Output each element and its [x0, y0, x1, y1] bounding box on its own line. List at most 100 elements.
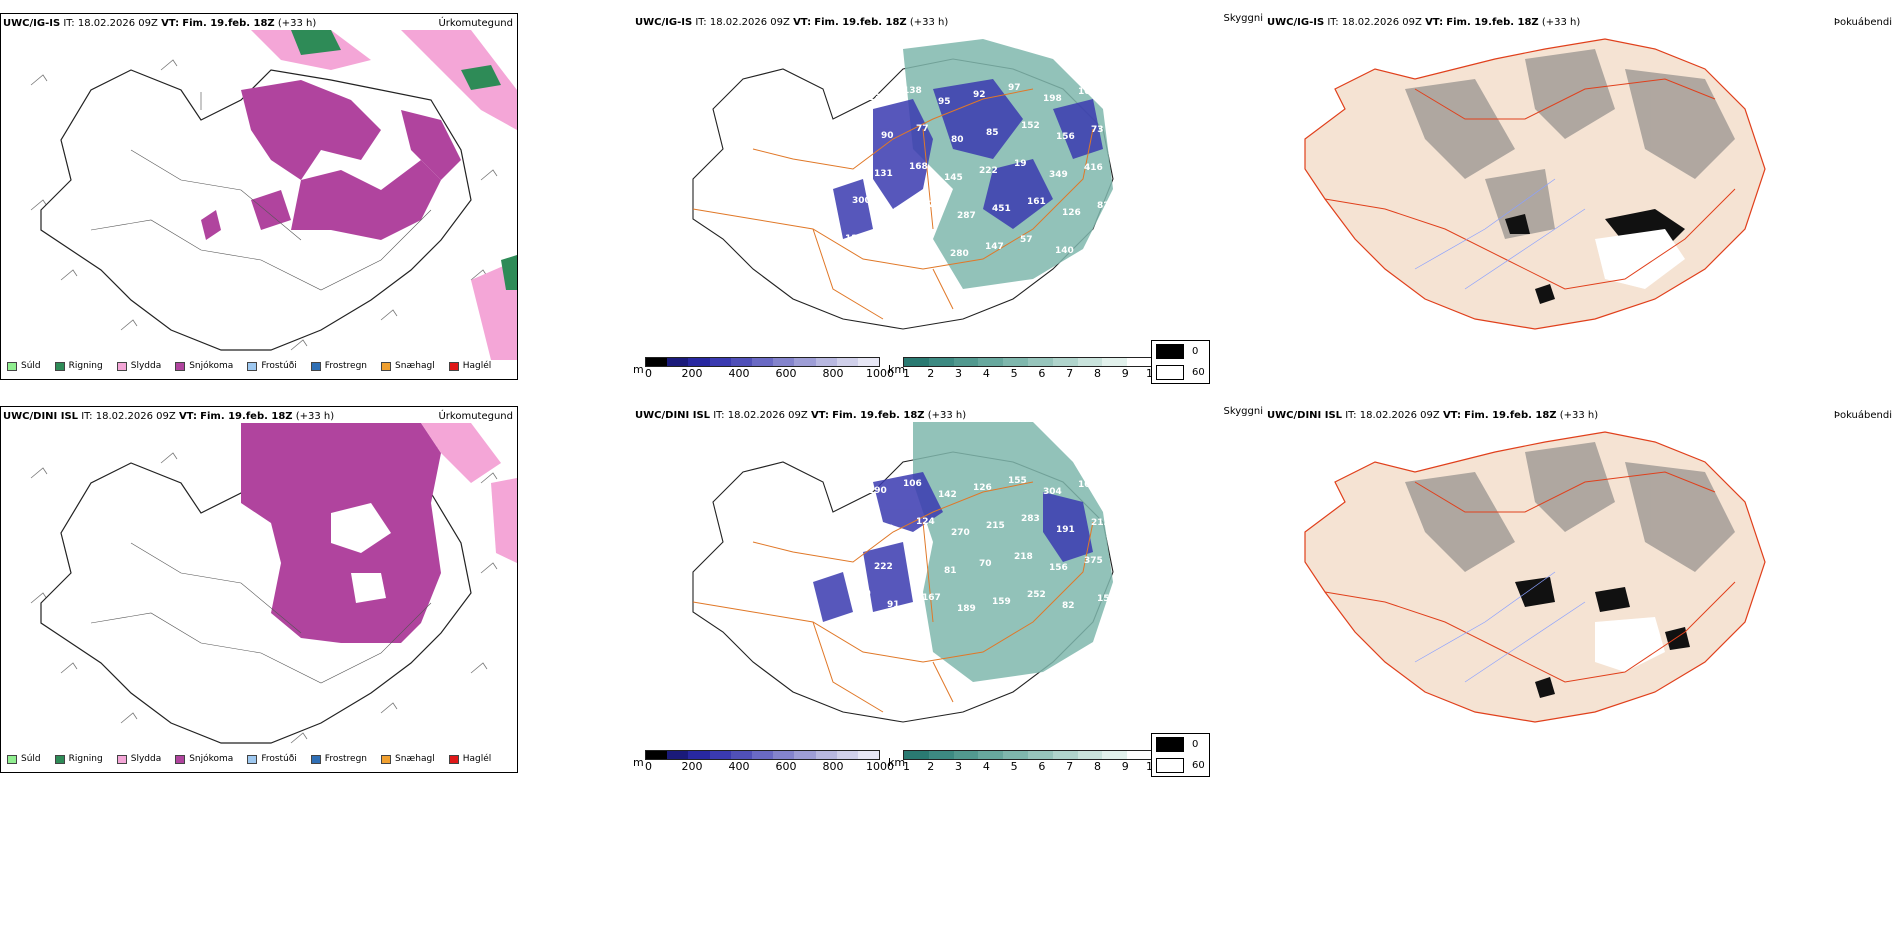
zone-label: 154 [1097, 594, 1116, 604]
panel-precip-type-top: UWC/IG-IS IT: 18.02.2026 09Z VT: Fim. 19… [0, 13, 518, 380]
zone-label: 416 [1084, 163, 1103, 173]
visibility-km-unit: km [888, 363, 906, 376]
zone-label: 215 [986, 521, 1005, 531]
panel-visibility-top: UWC/IG-IS IT: 18.02.2026 09Z VT: Fim. 19… [633, 13, 1263, 384]
zone-label: 198 [1043, 94, 1062, 104]
zone-label: 222 [874, 562, 893, 572]
fog-legend-swatch-60 [1156, 365, 1184, 380]
colorbar-tick-label: 2 [927, 760, 935, 773]
colorbar-segment [1127, 358, 1152, 366]
colorbar-tick-label: 3 [955, 367, 963, 380]
colorbar-segment [904, 358, 929, 366]
colorbar-segment [794, 751, 816, 759]
colorbar-tick-label: 200 [681, 367, 703, 380]
colorbar-segment [978, 751, 1004, 759]
zone-label: 147 [985, 242, 1004, 252]
zone-label: 343 [839, 158, 858, 168]
colorbar-segment [836, 358, 858, 366]
legend-item: Frostúði [247, 361, 297, 371]
zone-label: 96 [915, 238, 928, 248]
fog-index-legend: 0 60 [1151, 733, 1210, 777]
legend-swatch-rain [54, 754, 65, 764]
visibility-m-unit: m [633, 363, 644, 376]
colorbar-segment [928, 751, 954, 759]
zone-label: 106 [903, 479, 922, 489]
legend-item: Rigning [54, 361, 103, 371]
panel-header: UWC/IG-IS IT: 18.02.2026 09Z VT: Fim. 19… [635, 17, 949, 28]
legend-item: Snæhagl [381, 361, 435, 371]
zone-label: 126 [1062, 208, 1081, 218]
zone-label: 156 [1056, 132, 1075, 142]
zone-label: 85 [986, 128, 999, 138]
rivers [1414, 571, 1586, 683]
colorbar-tick-label: 800 [822, 367, 844, 380]
visibility-m-colorbar: 0 200 400 600 800 1000 [645, 357, 894, 380]
colorbar-segment [904, 751, 929, 759]
zone-label: 73 [1091, 125, 1104, 135]
legend-swatch-freezing-rain [310, 754, 321, 764]
zone-label: 87 [833, 82, 846, 92]
zone-label: 57 [1020, 235, 1033, 245]
iceland-fog-map [1304, 431, 1766, 723]
zone-label: 213 [1091, 518, 1110, 528]
colorbar-segment [1027, 751, 1053, 759]
zone-label: 304 [1043, 487, 1062, 497]
colorbar-tick-label: 4 [982, 367, 990, 380]
colorbar-segment [1003, 751, 1028, 759]
colorbar-tick-label: 1000 [866, 760, 894, 773]
colorbar-tick-label: 3 [955, 760, 963, 773]
colorbar-segment [688, 358, 710, 366]
colorbar-tick-label: 600 [775, 367, 797, 380]
zone-label: 81 [944, 566, 957, 576]
panel-fog-bottom: UWC/DINI ISL IT: 18.02.2026 09Z VT: Fim.… [1265, 406, 1900, 773]
iceland-precip-map [30, 30, 517, 360]
legend-item: Haglél [448, 361, 491, 371]
roads [692, 88, 1094, 320]
colorbar-tick-label: 200 [681, 760, 703, 773]
zone-label: 73 [909, 555, 922, 565]
colorbar-tick-label: 400 [728, 367, 750, 380]
colorbar-segment [953, 751, 979, 759]
zone-label: 283 [1021, 514, 1040, 524]
legend-swatch-drizzle [7, 361, 17, 371]
panel-header: UWC/IG-IS IT: 18.02.2026 09Z VT: Fim. 19… [1267, 17, 1581, 28]
zone-label: 167 [922, 593, 941, 603]
legend-swatch-freezing-drizzle [247, 754, 258, 764]
rain-areas [291, 30, 517, 290]
legend-swatch-snow-pellets [381, 754, 392, 764]
panel-visibility-bottom: UWC/DINI ISL IT: 18.02.2026 09Z VT: Fim.… [633, 406, 1263, 777]
roads [1324, 471, 1736, 683]
zone-label: 140 [1055, 246, 1074, 256]
panel-title: Þokuábendi [1833, 410, 1892, 421]
zone-label: 159 [992, 597, 1011, 607]
colorbar-segment [794, 358, 816, 366]
colorbar-segment [815, 358, 837, 366]
legend-item: Súld [7, 754, 41, 764]
colorbar-tick-label: 9 [1121, 367, 1129, 380]
zone-label: 270 [951, 528, 970, 538]
panel-precip-type-bottom: UWC/DINI ISL IT: 18.02.2026 09Z VT: Fim.… [0, 406, 518, 773]
zone-label: 155 [1090, 239, 1109, 249]
zone-label: 272 [845, 627, 864, 637]
zone-label: 97 [1008, 83, 1021, 93]
zone-label: 91 [887, 600, 900, 610]
iceland-visibility-map: 87 134 138 95 92 97 198 102 72 90 77 80 85 152 156 73 34… [692, 39, 1114, 330]
zone-label: 90 [881, 131, 894, 141]
colorbar-segment [1052, 751, 1078, 759]
fog-legend-swatch-0 [1156, 737, 1184, 752]
colorbar-tick-label: 400 [728, 760, 750, 773]
zone-label: 82 [1062, 601, 1075, 611]
clear-holes [331, 503, 391, 603]
zone-label: 80 [951, 135, 964, 145]
colorbar-segment [773, 751, 795, 759]
zone-label: 125 [846, 513, 865, 523]
zone-label: 124 [916, 517, 935, 527]
colorbar-tick-label: 7 [1066, 760, 1074, 773]
zone-label: 820 [852, 589, 871, 599]
fog-index-legend: 0 60 [1151, 340, 1210, 384]
zone-label: 129 [922, 200, 941, 210]
zone-label: 218 [1014, 552, 1033, 562]
sleet-areas [421, 423, 517, 563]
colorbar-segment [751, 751, 774, 759]
colorbar-tick-label: 1 [903, 760, 910, 773]
